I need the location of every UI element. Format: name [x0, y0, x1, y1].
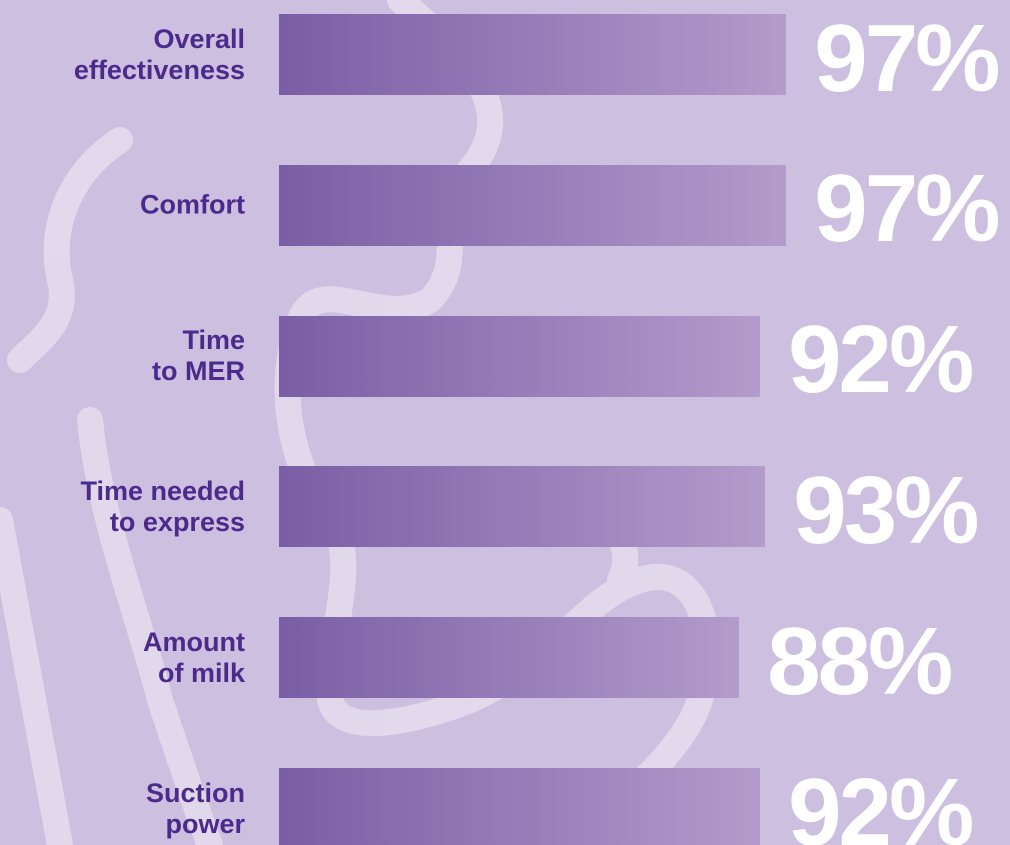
category-label: Suction power [0, 778, 245, 840]
background-art [0, 0, 1010, 845]
category-label: Time needed to express [0, 476, 245, 538]
value-label: 97% [814, 161, 997, 257]
value-label: 97% [814, 11, 997, 107]
category-label: Overall effectiveness [0, 24, 245, 86]
bar [279, 14, 786, 95]
value-label: 92% [788, 312, 971, 408]
bar [279, 316, 760, 397]
category-label: Amount of milk [0, 627, 245, 689]
category-label: Comfort [0, 190, 245, 221]
infographic: Overall effectiveness 97% Comfort 97% Time t… [0, 0, 1010, 845]
category-label: Time to MER [0, 325, 245, 387]
value-label: 88% [767, 614, 950, 710]
value-label: 92% [788, 765, 971, 845]
value-label: 93% [793, 463, 976, 559]
bar [279, 466, 765, 547]
bar [279, 617, 739, 698]
bar [279, 768, 760, 845]
bar [279, 165, 786, 246]
